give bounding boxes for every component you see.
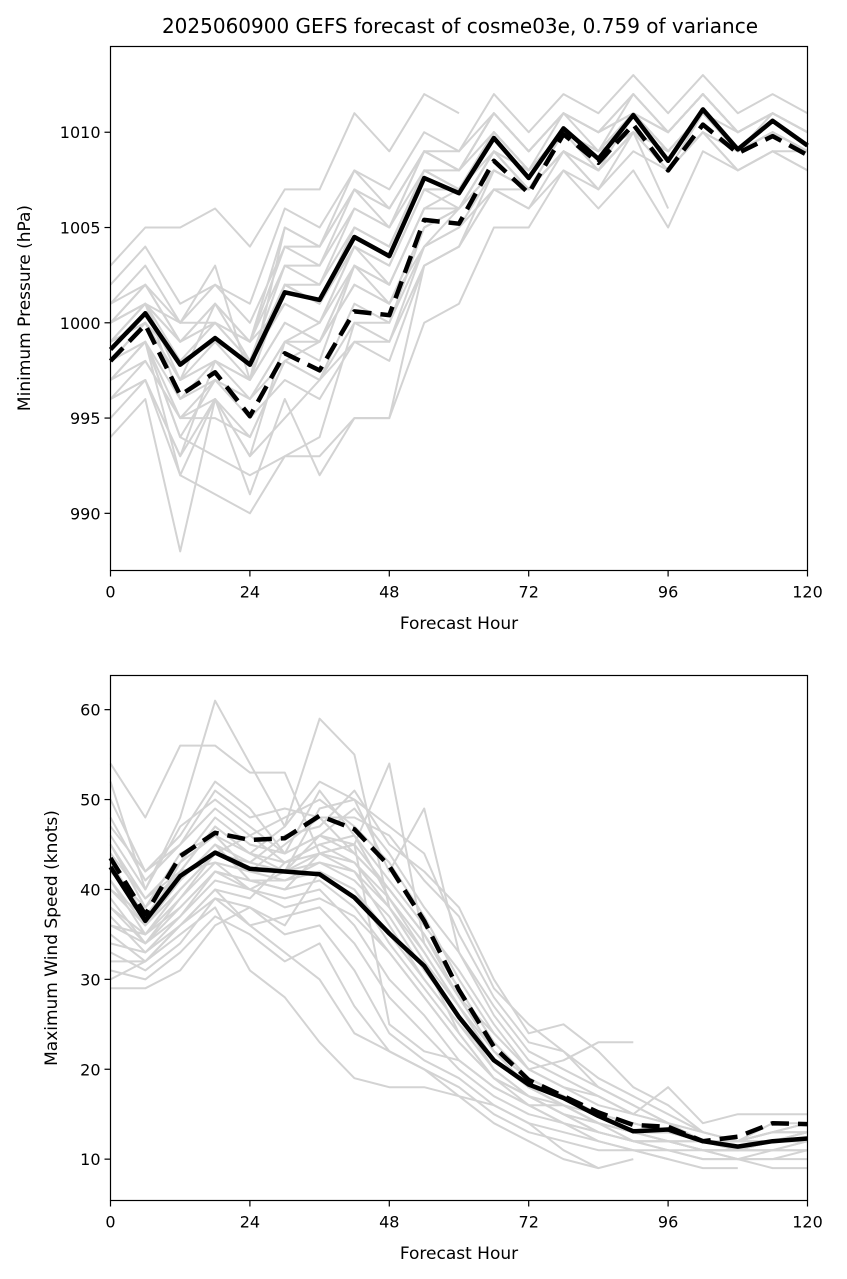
- pressure-y-axis-label: Minimum Pressure (hPa): [15, 205, 35, 411]
- wind-panel: 0 24 48 72 96 120 10 20 30 40 50 60 Forecast Hour M…: [42, 674, 823, 1264]
- wind-x-tick-label-96: 96: [658, 1213, 678, 1232]
- pressure-panel: 0 24 48 72 96 120 990 995 1000 1005 1010 Forecast …: [15, 45, 823, 634]
- pressure-member-line-17: [109, 93, 460, 267]
- pressure-y-tick-label-990: 990: [70, 504, 101, 523]
- pressure-x-tick-label-120: 120: [792, 583, 823, 602]
- figure-title: 2025060900 GEFS forecast of cosme03e, 0.…: [162, 14, 758, 38]
- wind-x-tick-label-24: 24: [240, 1213, 260, 1232]
- wind-member-line-26: [109, 861, 808, 1161]
- wind-dashed-line: [108, 813, 808, 1144]
- wind-y-tick-label-20: 20: [80, 1060, 100, 1079]
- wind-y-tick-label-10: 10: [80, 1150, 100, 1169]
- wind-axis-ticks: 0 24 48 72 96 120 10 20 30 40 50 60: [80, 701, 823, 1232]
- pressure-y-tick-label-995: 995: [70, 409, 101, 428]
- pressure-x-tick-label-96: 96: [658, 583, 678, 602]
- wind-member-line-12: [110, 915, 634, 1170]
- pressure-member-line-29: [110, 93, 808, 381]
- wind-x-tick-label-72: 72: [519, 1213, 539, 1232]
- pressure-x-tick-label-0: 0: [105, 583, 115, 602]
- pressure-axes-frame: [109, 45, 809, 572]
- wind-solid-line: [108, 850, 808, 1149]
- wind-x-tick-label-120: 120: [792, 1213, 823, 1232]
- pressure-y-tick-label-1005: 1005: [60, 219, 101, 238]
- wind-x-tick-label-48: 48: [379, 1213, 399, 1232]
- pressure-axis-ticks: 0 24 48 72 96 120 990 995 1000 1005 1010: [60, 123, 823, 601]
- pressure-x-tick-label-72: 72: [519, 583, 539, 602]
- pressure-x-tick-label-24: 24: [240, 583, 260, 602]
- pressure-y-tick-label-1010: 1010: [60, 123, 101, 142]
- pressure-y-tick-label-1000: 1000: [60, 314, 101, 333]
- pressure-x-axis-label: Forecast Hour: [400, 614, 518, 634]
- wind-main-lines: [108, 813, 808, 1149]
- wind-y-tick-label-40: 40: [80, 880, 100, 899]
- wind-member-line-13: [110, 906, 599, 1169]
- pressure-member-line-28: [109, 131, 808, 420]
- pressure-member-line-18: [109, 150, 808, 553]
- pressure-solid-line: [108, 107, 809, 367]
- wind-y-tick-label-50: 50: [80, 791, 100, 810]
- pressure-dashed-line: [108, 122, 809, 419]
- wind-y-tick-label-60: 60: [80, 701, 100, 720]
- wind-axes-frame: [109, 674, 809, 1202]
- wind-y-axis-label: Maximum Wind Speed (knots): [42, 810, 62, 1066]
- wind-member-line-20: [109, 789, 634, 1071]
- pressure-member-line-16: [109, 74, 808, 305]
- pressure-main-lines: [108, 107, 809, 419]
- wind-x-axis-label: Forecast Hour: [400, 1244, 518, 1264]
- wind-member-line-16: [109, 816, 808, 1143]
- wind-member-line-17: [109, 789, 808, 1143]
- pressure-x-tick-label-48: 48: [379, 583, 399, 602]
- wind-y-tick-label-30: 30: [80, 970, 100, 989]
- wind-x-tick-label-0: 0: [105, 1213, 115, 1232]
